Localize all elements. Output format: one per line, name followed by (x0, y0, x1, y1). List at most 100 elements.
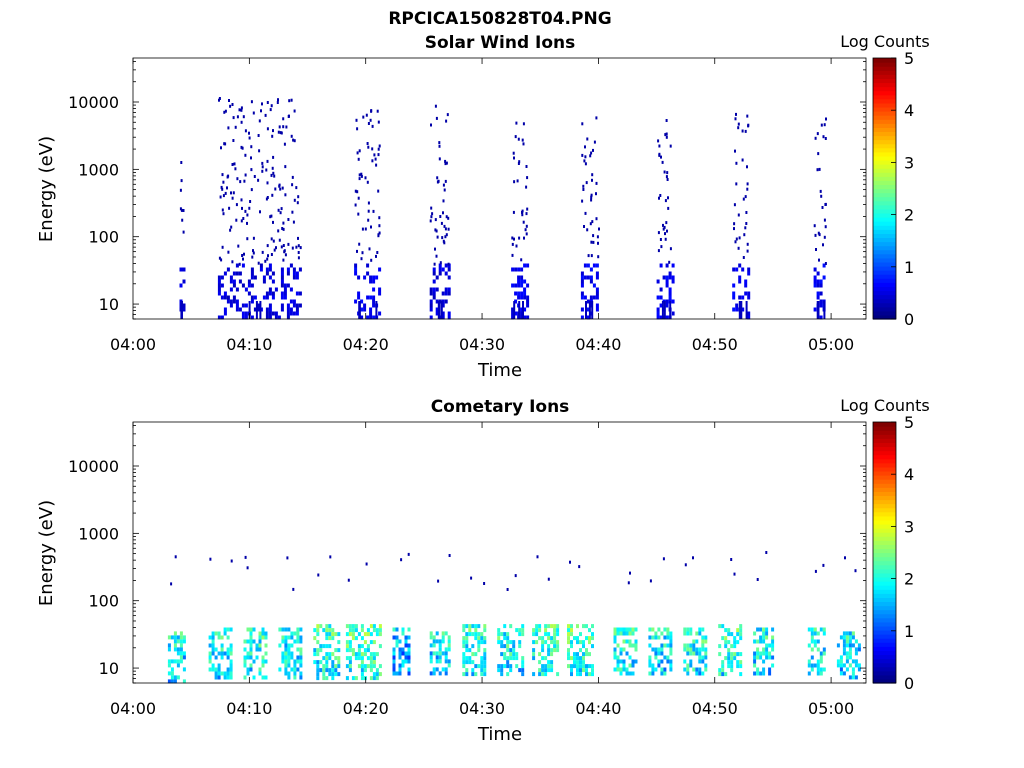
data-pixel (259, 267, 263, 272)
data-pixel (366, 180, 369, 184)
data-pixel (234, 167, 237, 171)
data-pixel (182, 303, 186, 308)
data-pixel (401, 627, 405, 632)
data-pixel (695, 667, 699, 672)
data-pixel (810, 667, 814, 672)
data-pixel (440, 301, 443, 319)
data-pixel (253, 175, 256, 178)
colorbar-cell (873, 601, 896, 607)
data-pixel (441, 631, 445, 636)
data-pixel (356, 249, 358, 253)
data-pixel (360, 672, 364, 677)
data-pixel (244, 153, 247, 157)
data-pixel (579, 672, 582, 677)
data-pixel (671, 263, 675, 268)
data-pixel (704, 651, 708, 656)
data-pixel (398, 655, 402, 660)
data-pixel (698, 667, 702, 672)
data-pixel (592, 263, 596, 268)
data-pixel (598, 227, 600, 231)
data-pixel (538, 668, 542, 673)
data-pixel (736, 632, 740, 637)
data-pixel (662, 275, 666, 280)
data-pixel (293, 139, 296, 143)
data-pixel (582, 640, 585, 645)
data-pixel (252, 675, 256, 680)
data-pixel (839, 663, 843, 668)
data-pixel (583, 225, 585, 228)
data-pixel (477, 624, 481, 629)
data-pixel (243, 639, 247, 644)
data-pixel (325, 644, 329, 649)
data-pixel (737, 246, 740, 250)
data-pixel (746, 182, 749, 186)
data-pixel (842, 635, 846, 640)
data-pixel (471, 632, 475, 637)
data-pixel (511, 253, 514, 257)
data-pixel (252, 639, 256, 644)
data-pixel (666, 643, 670, 648)
data-pixel (742, 256, 745, 259)
x-tick-label: 05:00 (808, 699, 854, 718)
data-pixel (217, 315, 221, 320)
data-pixel (447, 267, 451, 272)
data-pixel (348, 624, 352, 629)
data-pixel (247, 279, 251, 284)
data-pixel (282, 244, 285, 247)
data-pixel (392, 663, 396, 668)
data-pixel (170, 671, 174, 676)
data-pixel (232, 295, 236, 300)
data-pixel (441, 315, 445, 320)
data-pixel (170, 679, 174, 684)
data-pixel (211, 663, 215, 668)
data-pixel (293, 659, 297, 664)
data-pixel (167, 643, 171, 648)
data-pixel (241, 311, 245, 316)
data-pixel (848, 631, 852, 636)
data-pixel (589, 295, 593, 300)
colorbar-cell (873, 462, 896, 468)
data-pixel (291, 210, 294, 214)
colorbar-cell (873, 548, 896, 554)
data-pixel (325, 668, 329, 673)
data-pixel (238, 108, 241, 112)
data-pixel (325, 664, 329, 669)
data-pixel (316, 624, 320, 629)
data-pixel (628, 663, 632, 668)
data-pixel (378, 231, 381, 235)
data-pixel (261, 165, 264, 169)
colorbar-cell (873, 286, 896, 292)
x-tick-label: 05:00 (808, 335, 854, 354)
data-pixel (661, 160, 664, 164)
data-pixel (262, 279, 266, 284)
data-pixel (378, 672, 382, 677)
data-pixel (500, 652, 504, 657)
data-pixel (704, 635, 708, 640)
data-pixel (325, 656, 329, 661)
colorbar-cell (873, 164, 896, 169)
data-pixel (807, 663, 811, 668)
data-pixel (248, 136, 251, 140)
data-pixel (370, 109, 373, 113)
data-pixel (241, 206, 243, 210)
data-pixel (334, 664, 338, 669)
data-pixel (511, 307, 515, 312)
data-pixel (437, 179, 440, 183)
data-pixel (182, 655, 186, 660)
data-pixel (739, 672, 743, 677)
data-pixel (182, 279, 186, 284)
data-pixel (591, 644, 594, 649)
data-pixel (471, 652, 475, 657)
data-pixel (480, 660, 484, 665)
data-pixel (570, 672, 573, 677)
data-pixel (762, 627, 766, 632)
colorbar-cell (873, 192, 896, 198)
data-pixel (282, 221, 285, 225)
data-pixel (823, 218, 826, 222)
data-pixel (176, 659, 180, 664)
data-pixel (483, 668, 487, 673)
data-pixel (659, 315, 663, 320)
data-pixel (290, 98, 293, 102)
data-pixel (248, 301, 251, 319)
colorbar-cell (873, 147, 896, 153)
